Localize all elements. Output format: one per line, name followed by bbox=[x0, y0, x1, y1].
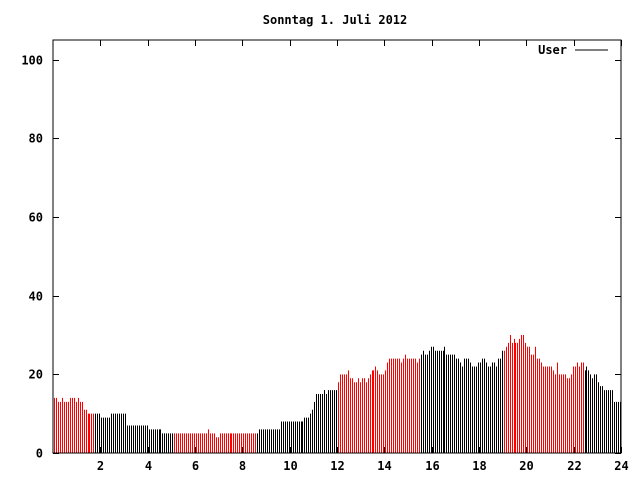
x-tick-label: 24 bbox=[614, 459, 628, 473]
x-tick-label: 6 bbox=[192, 459, 199, 473]
y-tick-label: 20 bbox=[29, 368, 43, 382]
y-tick-label: 100 bbox=[21, 54, 43, 68]
bars bbox=[54, 335, 621, 453]
x-tick-label: 4 bbox=[145, 459, 152, 473]
x-tick-label: 2 bbox=[97, 459, 104, 473]
x-tick-label: 8 bbox=[239, 459, 246, 473]
chart-title: Sonntag 1. Juli 2012 bbox=[263, 13, 408, 27]
x-tick-label: 18 bbox=[472, 459, 486, 473]
x-tick-label: 16 bbox=[425, 459, 439, 473]
y-tick-label: 80 bbox=[29, 132, 43, 146]
x-tick-label: 10 bbox=[283, 459, 297, 473]
y-tick-label: 40 bbox=[29, 290, 43, 304]
plot-border bbox=[52, 39, 622, 454]
legend: User bbox=[538, 43, 608, 57]
x-tick-label: 12 bbox=[330, 459, 344, 473]
x-tick-label: 20 bbox=[519, 459, 533, 473]
x-tick-label: 22 bbox=[567, 459, 581, 473]
y-tick-label: 0 bbox=[36, 447, 43, 461]
y-tick-label: 60 bbox=[29, 211, 43, 225]
legend-label: User bbox=[538, 43, 567, 57]
x-tick-label: 14 bbox=[377, 459, 391, 473]
